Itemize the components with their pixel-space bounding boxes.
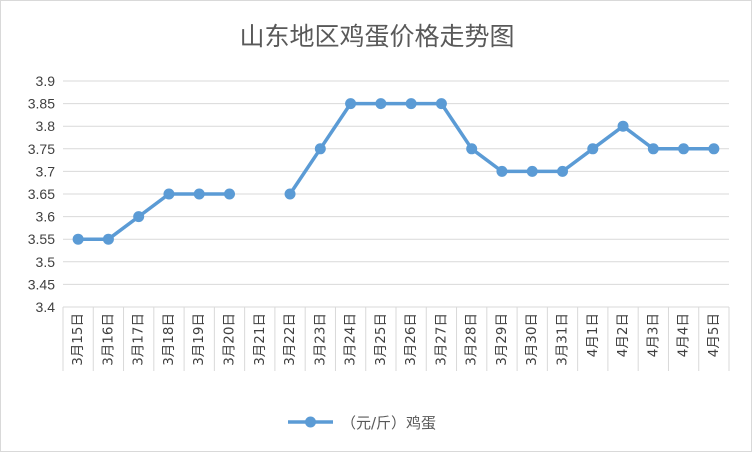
x-tick-label: 3月30日 (524, 313, 540, 366)
chart-title: 山东地区鸡蛋价格走势图 (239, 22, 514, 51)
data-point[interactable] (557, 165, 568, 177)
x-tick-label: 3月24日 (343, 313, 359, 366)
data-point[interactable] (617, 120, 629, 132)
x-tick-label: 3月28日 (464, 313, 480, 366)
x-tick-label: 3月31日 (555, 313, 571, 366)
y-tick-label: 3.9 (36, 73, 56, 89)
y-axis-ticks: 3.4 3.45 3.5 3.55 3.6 3.65 3.7 3.75 3.8 3.85 3.9 (28, 73, 55, 315)
data-point[interactable] (193, 188, 205, 200)
y-tick-label: 3.5 (36, 254, 56, 270)
y-tick-label: 3.4 (36, 299, 56, 315)
x-tick-label: 3月25日 (373, 313, 389, 366)
data-point[interactable] (72, 233, 84, 245)
x-tick-label: 4月3日 (645, 313, 661, 357)
y-tick-label: 3.7 (36, 163, 56, 179)
x-tick-label: 3月21日 (252, 313, 268, 366)
data-point[interactable] (587, 143, 599, 155)
x-tick-label: 3月17日 (131, 313, 147, 366)
data-point[interactable] (102, 233, 114, 245)
data-point[interactable] (345, 98, 357, 110)
y-tick-label: 3.6 (36, 209, 56, 225)
y-tick-label: 3.55 (28, 231, 55, 247)
x-tick-label: 4月1日 (585, 313, 601, 357)
x-tick-label: 3月20日 (222, 313, 238, 366)
y-tick-label: 3.65 (28, 186, 55, 202)
y-tick-label: 3.75 (28, 141, 55, 157)
legend-label: （元/斤）鸡蛋 (341, 414, 436, 432)
x-tick-label: 3月27日 (433, 313, 449, 366)
data-point[interactable] (526, 165, 538, 177)
data-point[interactable] (496, 165, 508, 177)
x-axis-ticks: 3月15日 3月16日 3月17日 3月18日 3月19日 3月20日 3月21日 3月22日… (70, 313, 722, 366)
data-point[interactable] (375, 98, 387, 110)
x-tick-label: 4月4日 (676, 313, 692, 357)
x-tick-label: 3月16日 (100, 313, 116, 366)
y-tick-label: 3.8 (36, 118, 56, 134)
data-point[interactable] (224, 188, 235, 200)
series-line-group (72, 98, 720, 245)
y-tick-label: 3.45 (28, 276, 55, 292)
x-tick-label: 3月29日 (494, 313, 510, 366)
data-point[interactable] (678, 143, 690, 155)
x-tick-label: 3月18日 (161, 313, 177, 366)
data-point[interactable] (708, 143, 720, 155)
data-point[interactable] (314, 143, 326, 155)
x-tick-label: 3月15日 (70, 313, 86, 366)
x-tick-label: 3月22日 (282, 313, 298, 366)
data-point[interactable] (405, 98, 417, 110)
data-point[interactable] (435, 98, 447, 110)
data-point[interactable] (133, 211, 145, 223)
x-tick-label: 3月26日 (403, 313, 419, 366)
data-point[interactable] (647, 143, 659, 155)
x-tick-label: 3月19日 (191, 313, 207, 366)
data-point[interactable] (163, 188, 175, 200)
data-point[interactable] (466, 143, 478, 155)
y-tick-label: 3.85 (28, 96, 55, 112)
legend[interactable]: （元/斤）鸡蛋 (288, 414, 436, 432)
x-tick-label: 4月5日 (706, 313, 722, 357)
x-tick-label: 4月2日 (615, 313, 631, 357)
x-tick-label: 3月23日 (312, 313, 328, 366)
legend-marker (305, 416, 316, 428)
data-point[interactable] (284, 188, 296, 200)
